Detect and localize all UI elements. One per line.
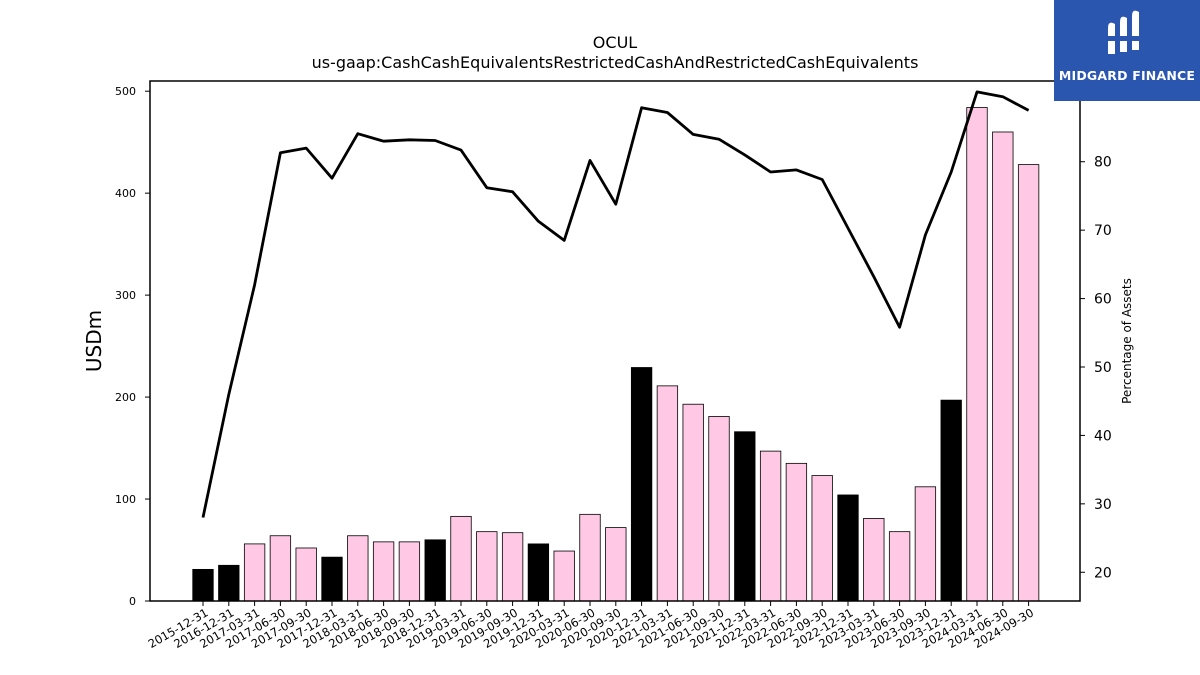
bar-2022-06-30 bbox=[785, 462, 808, 602]
bar-2020-06-30 bbox=[579, 513, 601, 602]
bar-2017-03-31 bbox=[243, 543, 266, 602]
bar-2022-12-31 bbox=[837, 494, 859, 602]
bar-2018-12-31 bbox=[424, 539, 446, 602]
bar-2017-12-31 bbox=[321, 556, 343, 602]
bar-2022-09-30 bbox=[811, 475, 833, 602]
y-tick-label: 500 bbox=[115, 85, 136, 98]
bar-2023-09-30 bbox=[914, 486, 937, 602]
y-tick-label: 400 bbox=[115, 187, 136, 200]
y-tick-label: 100 bbox=[115, 493, 136, 506]
bar-2022-03-31 bbox=[759, 450, 782, 602]
bar-2023-03-31 bbox=[863, 518, 885, 602]
midgard-finance-logo: MIDGARD FINANCE bbox=[1054, 0, 1200, 101]
y2-tick-label: 80 bbox=[1094, 155, 1112, 171]
bar-2024-06-30 bbox=[992, 131, 1014, 602]
y-tick-label: 200 bbox=[115, 391, 136, 404]
bar-2019-09-30 bbox=[501, 532, 524, 602]
bar-2020-03-31 bbox=[553, 550, 575, 602]
bar-2024-03-31 bbox=[966, 107, 988, 602]
y2-tick-label: 50 bbox=[1094, 360, 1112, 376]
chart-title: OCUL bbox=[593, 33, 637, 52]
bar-2015-12-31 bbox=[192, 568, 214, 602]
bar-2021-06-30 bbox=[682, 403, 704, 602]
y-axis-label: USDm bbox=[82, 310, 106, 372]
bar-2018-06-30 bbox=[372, 541, 395, 602]
bar-2019-06-30 bbox=[476, 531, 498, 602]
bar-2021-03-31 bbox=[656, 385, 679, 602]
bar-2018-03-31 bbox=[347, 535, 369, 602]
bar-2016-12-31 bbox=[218, 564, 240, 602]
chart-subtitle: us-gaap:CashCashEquivalentsRestrictedCas… bbox=[312, 53, 919, 72]
bar-2021-09-30 bbox=[708, 416, 730, 602]
bar-2019-12-31 bbox=[527, 543, 550, 602]
bar-2020-12-31 bbox=[630, 367, 653, 602]
y2-tick-label: 30 bbox=[1094, 497, 1112, 513]
y-tick-label: 300 bbox=[115, 289, 136, 302]
logo-text: MIDGARD FINANCE bbox=[1058, 68, 1196, 83]
bar-2023-12-31 bbox=[940, 399, 962, 602]
y-tick-label: 0 bbox=[129, 595, 136, 608]
y2-tick-label: 40 bbox=[1094, 428, 1112, 444]
y2-tick-label: 70 bbox=[1094, 223, 1112, 239]
bar-2024-09-30 bbox=[1017, 164, 1040, 602]
bar-2021-12-31 bbox=[734, 431, 756, 602]
bar-2017-09-30 bbox=[295, 547, 317, 602]
bar-2023-06-30 bbox=[888, 531, 911, 602]
bar-2020-09-30 bbox=[605, 527, 627, 602]
y2-axis-label: Percentage of Assets bbox=[1120, 278, 1134, 404]
midgard-logo-icon bbox=[1106, 10, 1142, 54]
plot-frame bbox=[149, 80, 1081, 602]
percentage-line bbox=[201, 90, 1030, 518]
y2-tick-label: 20 bbox=[1094, 565, 1112, 581]
y2-tick-label: 60 bbox=[1094, 292, 1112, 308]
bar-2018-09-30 bbox=[398, 541, 421, 602]
bar-2017-06-30 bbox=[269, 535, 292, 602]
bar-2019-03-31 bbox=[450, 515, 472, 602]
